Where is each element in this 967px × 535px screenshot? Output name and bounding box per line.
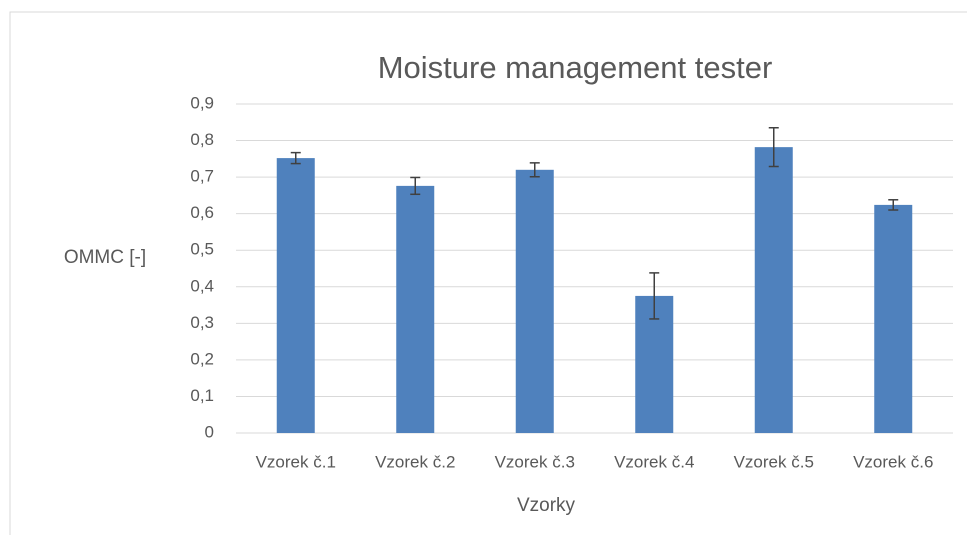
y-tick-label: 0,6 <box>190 203 214 222</box>
y-tick-label: 0,5 <box>190 240 214 259</box>
error-bar <box>649 272 660 320</box>
chart-title: Moisture management tester <box>378 50 773 85</box>
y-tick-label: 0,9 <box>190 93 214 112</box>
error-bar <box>529 162 540 178</box>
y-tick-label: 0,1 <box>190 386 214 405</box>
error-bar <box>410 176 421 196</box>
error-bar <box>768 127 779 168</box>
x-tick-label: Vzorek č.1 <box>256 452 336 471</box>
bar <box>874 204 913 433</box>
y-axis-label: OMMC [-] <box>64 247 146 268</box>
y-tick-label: 0,2 <box>190 349 214 368</box>
y-tick-label: 0,8 <box>190 130 214 149</box>
x-tick-label: Vzorek č.5 <box>734 452 814 471</box>
y-tick-label: 0,3 <box>190 313 214 332</box>
x-tick-label: Vzorek č.6 <box>853 452 933 471</box>
y-tick-label: 0,7 <box>190 167 214 186</box>
x-axis-label: Vzorky <box>517 495 576 516</box>
bar <box>515 169 554 434</box>
bar <box>276 158 315 433</box>
error-bar <box>290 151 301 165</box>
y-tick-label: 0,4 <box>190 276 214 295</box>
error-bar <box>888 199 899 211</box>
y-tick-label: 0 <box>205 422 214 441</box>
chart-border <box>9 11 967 535</box>
bar <box>396 185 435 433</box>
x-tick-label: Vzorek č.4 <box>614 452 694 471</box>
bar <box>754 147 793 433</box>
x-tick-label: Vzorek č.3 <box>495 452 575 471</box>
x-tick-label: Vzorek č.2 <box>375 452 455 471</box>
